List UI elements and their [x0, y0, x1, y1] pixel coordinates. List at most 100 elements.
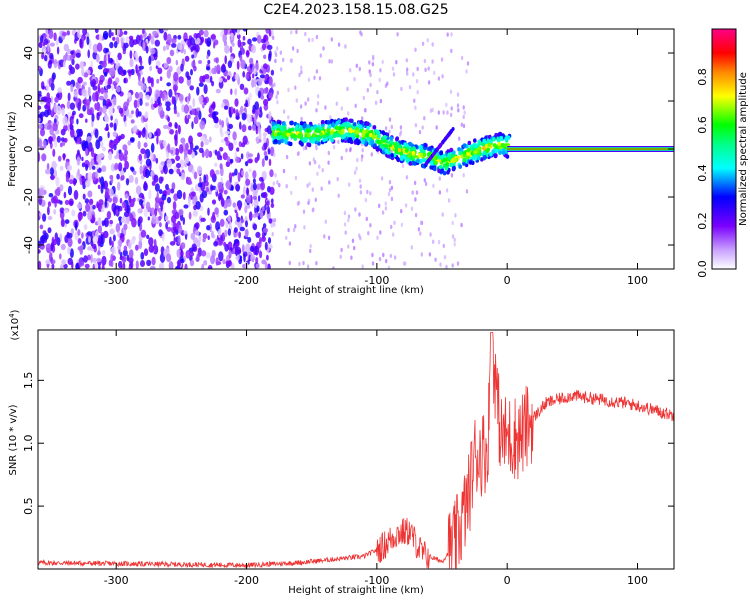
spectrogram-noise-cell	[224, 44, 230, 54]
spectrogram-noise-cell	[251, 79, 255, 88]
spectrogram-faint-cell	[379, 98, 383, 104]
spectrogram-noise-cell	[174, 137, 178, 147]
spectrogram-noise-cell	[198, 82, 204, 87]
spectrogram-track-cell	[340, 118, 344, 124]
spectrogram-noise-cell	[83, 224, 88, 231]
spectrogram-noise-cell	[200, 217, 206, 222]
spectrogram-noise-cell	[127, 69, 133, 74]
spectrogram-noise-cell	[67, 257, 73, 265]
spectrogram-noise-cell	[69, 122, 73, 130]
spectrogram-faint-cell	[311, 187, 314, 192]
spectrogram-faint-cell	[460, 55, 464, 61]
spectrogram-faint-cell	[273, 152, 276, 157]
spectrogram-faint-cell	[295, 29, 298, 35]
spectrogram-noise-cell	[269, 169, 274, 178]
spectrogram-noise-cell	[176, 112, 180, 118]
spectrogram-noise-cell	[268, 158, 272, 166]
spectrogram-faint-cell	[299, 104, 303, 109]
spectrogram-faint-cell	[335, 101, 338, 106]
spectrogram-track-cell	[464, 162, 469, 168]
spectrogram-noise-cell	[219, 119, 222, 126]
spectrogram-faint-cell	[330, 37, 333, 42]
spectrogram-faint-cell	[463, 110, 466, 115]
spectrogram-faint-cell	[392, 232, 395, 237]
spectrogram-noise-cell	[100, 87, 105, 95]
spectrogram-noise-cell	[215, 169, 220, 175]
spectrogram-noise-cell	[173, 109, 178, 115]
spectrogram-noise-cell	[83, 255, 88, 263]
spectrogram-track-cell	[286, 132, 290, 137]
spectrogram-faint-cell	[304, 31, 307, 37]
spectrogram-noise-cell	[128, 35, 134, 40]
spectrogram-noise-cell	[174, 122, 178, 129]
spectrogram-noise-cell	[47, 215, 53, 221]
spectrogram-noise-cell	[137, 140, 141, 150]
spectrogram-faint-cell	[451, 220, 454, 226]
spectrogram-tail-cell	[431, 152, 435, 157]
spectrogram-faint-cell	[296, 48, 299, 54]
spectrogram-noise-cell	[143, 207, 148, 218]
colorbar-tick-label: 0.8	[696, 68, 709, 86]
spectrogram-noise-cell	[151, 256, 156, 266]
spectrogram-noise-cell	[101, 263, 105, 269]
spectrogram-noise-cell	[69, 102, 76, 110]
spectrogram-faint-cell	[287, 227, 290, 233]
spectrogram-noise-cell	[220, 197, 225, 207]
spectrogram-faint-cell	[388, 129, 391, 134]
spectrogram-track-cell	[322, 137, 326, 143]
spectrogram-noise-cell	[224, 55, 227, 65]
spectrogram-noise-cell	[132, 125, 138, 134]
spectrogram-noise-cell	[172, 231, 176, 237]
spectrogram-noise-cell	[84, 263, 90, 269]
spectrogram-faint-cell	[399, 125, 403, 130]
x-tick-label: -300	[104, 274, 129, 287]
spectrogram-noise-cell	[168, 88, 173, 98]
spectrogram-faint-cell	[360, 157, 363, 162]
spectrogram-noise-cell	[130, 261, 134, 269]
spectrogram-noise-cell	[62, 60, 66, 68]
spectrogram-faint-cell	[450, 173, 454, 178]
spectrogram-noise-cell	[225, 260, 232, 266]
spectrogram-noise-cell	[257, 126, 261, 134]
spectrogram-noise-cell	[137, 80, 143, 87]
spectrogram-noise-cell	[137, 111, 142, 117]
spectrogram-noise-cell	[143, 180, 147, 190]
spectrogram-noise-cell	[138, 91, 144, 101]
spectrogram-faint-cell	[449, 112, 453, 118]
spectrogram-track-cell	[395, 137, 399, 142]
spectrogram-noise-cell	[69, 179, 74, 185]
spectrogram-noise-cell	[108, 188, 114, 197]
spectrogram-faint-cell	[381, 59, 384, 65]
spectrogram-faint-cell	[355, 166, 358, 171]
spectrogram-noise-cell	[262, 227, 269, 233]
spectrogram-track-cell	[489, 152, 493, 157]
spectrogram-noise-cell	[103, 71, 108, 77]
spectrogram-noise-cell	[112, 36, 116, 41]
spectrogram-faint-cell	[280, 67, 283, 72]
spectrogram-faint-cell	[285, 154, 289, 160]
spectrogram-noise-cell	[236, 29, 241, 36]
spectrogram-noise-cell	[107, 131, 110, 139]
spectrogram-noise-cell	[241, 244, 245, 253]
spectrogram-noise-cell	[232, 131, 237, 141]
spectrogram-faint-cell	[371, 252, 374, 258]
spectrogram-noise-cell	[214, 123, 220, 129]
spectrogram-noise-cell	[172, 221, 177, 228]
spectrogram-track-cell	[359, 124, 363, 129]
spectrogram-noise-cell	[149, 65, 153, 72]
spectrogram-noise-cell	[146, 234, 150, 239]
spectrogram-noise-cell	[75, 221, 78, 231]
spectrogram-noise-cell	[96, 164, 99, 170]
spectrogram-track-cell	[274, 138, 278, 144]
spectrogram-track-cell	[352, 122, 357, 127]
spectrogram-noise-cell	[174, 86, 177, 96]
spectrogram-noise-cell	[122, 144, 128, 151]
spectrogram-faint-cell	[429, 108, 433, 113]
spectrogram-noise-cell	[175, 212, 180, 220]
spectrogram-noise-cell	[85, 163, 89, 171]
spectrogram-noise-cell	[138, 153, 142, 161]
spectrogram-faint-cell	[327, 160, 330, 165]
spectrogram-track-cell	[472, 143, 477, 148]
spectrogram-track-cell	[271, 126, 276, 131]
spectrogram-faint-cell	[443, 255, 447, 260]
